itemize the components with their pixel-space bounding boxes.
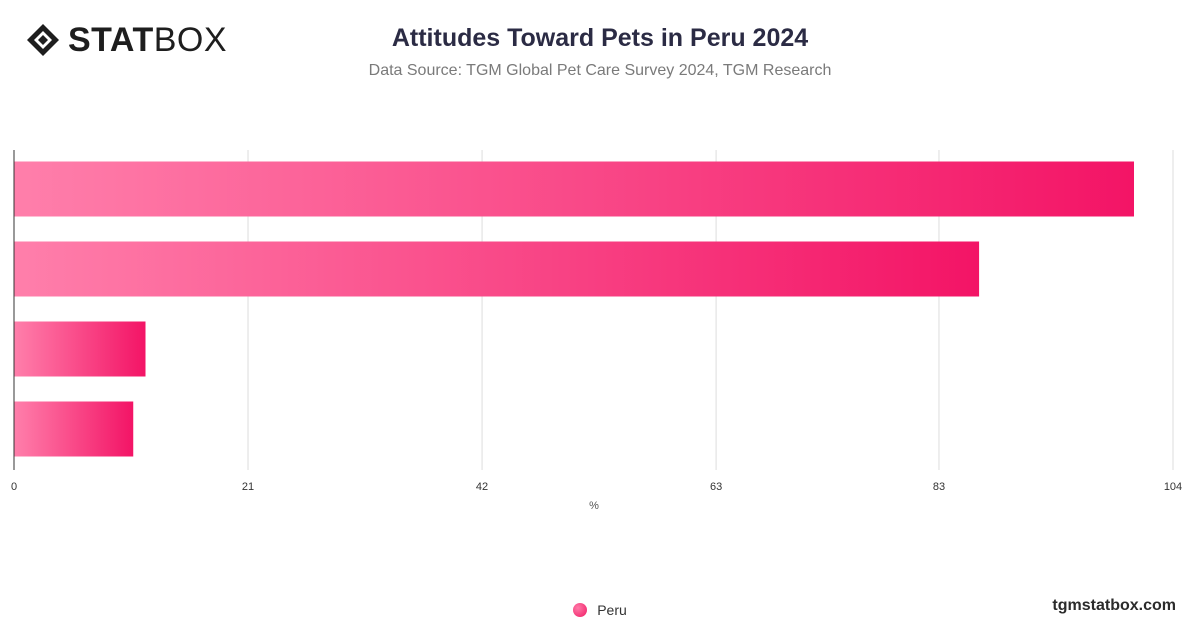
bar[interactable]: [14, 161, 1134, 217]
bars: [14, 161, 1134, 457]
legend-marker-peru: [573, 603, 588, 617]
x-tick-label: 104: [1164, 481, 1182, 493]
x-axis-title: %: [589, 500, 599, 512]
x-tick-label: 42: [476, 481, 488, 493]
x-tick-label: 63: [710, 481, 722, 493]
site-url[interactable]: tgmstatbox.com: [1052, 597, 1176, 614]
x-tick-label: 83: [933, 481, 945, 493]
statbox-logo: STATBOX: [26, 22, 227, 58]
logo-wordmark: STATBOX: [68, 22, 227, 58]
bar[interactable]: [14, 401, 134, 457]
x-tick-label: 0: [11, 481, 17, 493]
chart-subtitle: Data Source: TGM Global Pet Care Survey …: [368, 62, 832, 79]
bar[interactable]: [14, 241, 980, 297]
logo-bold-text: STAT: [68, 21, 154, 59]
logo-light-text: BOX: [153, 21, 228, 59]
statbox-diamond-icon: [27, 24, 59, 56]
chart-title: Attitudes Toward Pets in Peru 2024: [391, 24, 809, 52]
bar[interactable]: [14, 321, 146, 377]
bar-chart: 0 21 42 63 83 104 %: [11, 150, 1182, 512]
x-tick-label: 21: [242, 481, 254, 493]
x-tick-labels: 0 21 42 63 83 104: [11, 481, 1182, 493]
legend[interactable]: Peru: [0, 602, 1200, 618]
legend-label-peru: Peru: [597, 602, 627, 618]
